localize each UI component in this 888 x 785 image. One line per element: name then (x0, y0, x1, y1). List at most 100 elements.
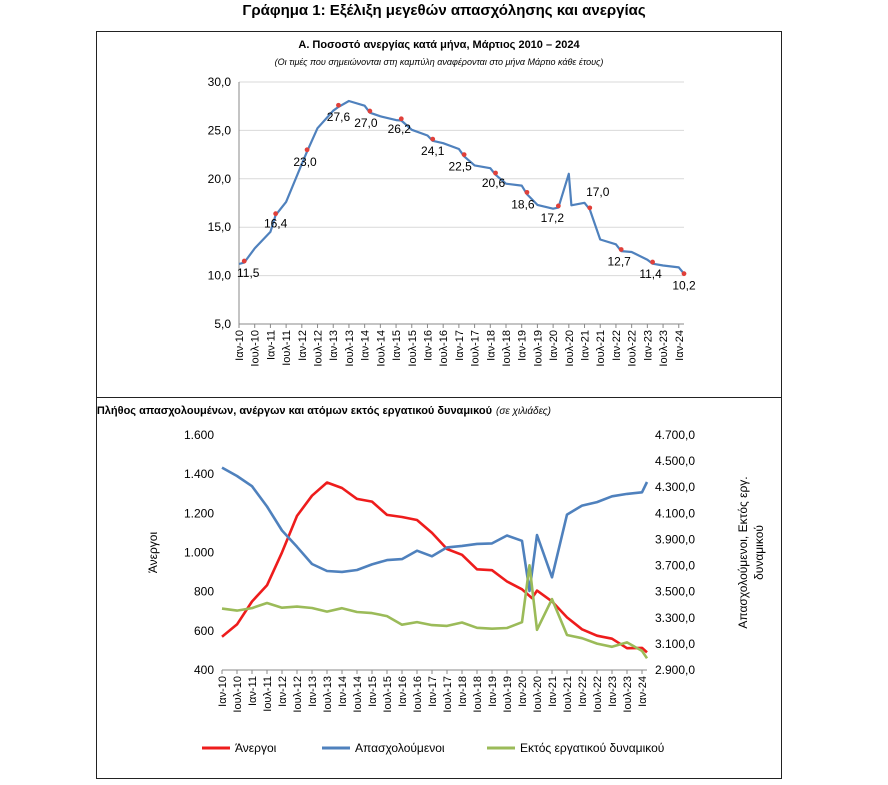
x-tick-label: Ιαν-24 (674, 330, 686, 361)
y-tick-label: 400 (194, 663, 214, 677)
x-tick-label: Ιουλ-13 (344, 330, 356, 367)
x-tick-label: Ιαν-13 (328, 330, 340, 361)
y2-tick-label: 4.700,0 (655, 428, 695, 442)
unemployment-rate-line (238, 99, 685, 275)
figure-title: Γράφημα 1: Εξέλιξη μεγεθών απασχόλησης κ… (242, 2, 646, 19)
data-label: 27,6 (327, 110, 351, 124)
x-tick-label: Ιουλ-23 (622, 676, 634, 713)
march-marker (493, 170, 498, 176)
legend-item: Απασχολούμενοι (322, 741, 445, 755)
employed-line (221, 466, 649, 593)
x-tick-label: Ιουλ-23 (658, 330, 670, 367)
chart-b-title-note: (σε χιλιάδες) (496, 405, 551, 417)
data-label: 16,4 (264, 217, 288, 231)
y2-tick-label: 4.500,0 (655, 454, 695, 468)
legend-label: Απασχολούμενοι (355, 741, 445, 755)
y2-tick-label: 4.100,0 (655, 506, 695, 520)
labour-counts-chart: Β. Πλήθος απασχολουμένων, ανέργων και ατ… (83, 405, 766, 755)
x-tick-label: Ιαν-14 (337, 676, 349, 707)
data-label: 10,2 (672, 279, 696, 293)
x-tick-label: Ιουλ-19 (532, 330, 544, 367)
chart-a-title: Α. Ποσοστό ανεργίας κατά μήνα, Μάρτιος 2… (298, 39, 580, 51)
legend-label: Άνεργοι (235, 741, 277, 755)
y-tick-label: 10,0 (208, 269, 232, 283)
x-tick-label: Ιουλ-12 (313, 330, 325, 367)
x-tick-label: Ιαν-16 (397, 676, 409, 707)
x-tick-label: Ιαν-23 (642, 330, 654, 361)
x-tick-label: Ιουλ-13 (322, 676, 334, 713)
data-label: 20,6 (482, 176, 506, 190)
y-tick-label: 20,0 (208, 172, 232, 186)
march-marker (461, 152, 467, 157)
march-marker (587, 205, 593, 211)
x-tick-label: Ιαν-21 (580, 330, 592, 361)
x-tick-label: Ιουλ-21 (562, 676, 574, 713)
y2-axis-title-line2: δυναμικού (752, 525, 766, 580)
x-tick-label: Ιουλ-20 (564, 330, 576, 367)
x-tick-label: Ιουλ-22 (627, 330, 639, 367)
x-tick-label: Ιουλ-15 (407, 330, 419, 367)
panel-labour-counts: Β. Πλήθος απασχολουμένων, ανέργων και ατ… (83, 397, 782, 779)
march-marker (367, 108, 373, 114)
y-tick-label: 1.600 (184, 428, 214, 442)
data-label: 11,4 (639, 267, 662, 281)
y2-tick-label: 3.100,0 (655, 637, 695, 651)
y-tick-label: 30,0 (208, 75, 232, 89)
data-label: 12,7 (607, 254, 631, 268)
march-marker (681, 271, 687, 277)
x-tick-label: Ιουλ-10 (250, 330, 262, 367)
x-tick-label: Ιαν-19 (487, 676, 499, 707)
march-marker (555, 203, 561, 209)
y-tick-label: 800 (194, 585, 214, 599)
x-tick-label: Ιαν-17 (427, 676, 439, 707)
march-marker (650, 259, 655, 265)
unemployed-line (221, 481, 648, 654)
march-marker (398, 116, 404, 122)
x-tick-label: Ιουλ-16 (412, 676, 424, 713)
x-tick-label: Ιουλ-11 (281, 330, 293, 366)
march-marker (430, 136, 436, 142)
x-tick-label: Ιουλ-21 (595, 330, 607, 367)
x-tick-label: Ιαν-12 (297, 330, 309, 361)
x-tick-label: Ιαν-10 (234, 330, 246, 361)
x-tick-label: Ιουλ-14 (375, 330, 387, 367)
data-label: 24,1 (421, 144, 445, 158)
data-label: 22,5 (448, 160, 472, 174)
y-tick-label: 600 (194, 624, 214, 638)
data-label: 17,0 (586, 185, 610, 199)
data-label: 17,2 (541, 211, 565, 225)
x-tick-label: Ιαν-15 (391, 330, 403, 361)
data-label: 11,5 (237, 266, 260, 280)
chart-a-subtitle: (Οι τιμές που σημειώνονται στη καμπύλη α… (275, 57, 604, 67)
x-tick-label: Ιαν-16 (422, 330, 434, 361)
x-tick-label: Ιουλ-19 (502, 676, 514, 713)
y2-tick-label: 4.300,0 (655, 480, 695, 494)
x-tick-label: Ιουλ-22 (592, 676, 604, 713)
y2-tick-label: 2.900,0 (655, 663, 695, 677)
y2-tick-label: 3.500,0 (655, 585, 695, 599)
march-marker (273, 211, 279, 217)
x-tick-label: Ιαν-14 (360, 330, 372, 361)
x-tick-label: Ιαν-20 (517, 676, 529, 707)
x-tick-label: Ιαν-20 (548, 330, 560, 361)
x-tick-label: Ιουλ-16 (438, 330, 450, 367)
x-tick-label: Ιαν-15 (367, 676, 379, 707)
data-label: 27,0 (354, 116, 378, 130)
y-tick-label: 25,0 (208, 123, 232, 137)
x-tick-label: Ιαν-21 (547, 676, 559, 707)
x-tick-label: Ιαν-22 (611, 330, 623, 361)
x-tick-label: Ιουλ-12 (292, 676, 304, 713)
x-tick-label: Ιουλ-18 (472, 676, 484, 713)
y-tick-label: 1.400 (184, 467, 214, 481)
march-marker (618, 247, 624, 252)
x-tick-label: Ιαν-13 (307, 676, 319, 707)
y-axis-title: Άνεργοι (146, 532, 160, 574)
legend-item: Εκτός εργατικού δυναμικού (487, 741, 664, 755)
chart-b-title: Β. Πλήθος απασχολουμένων, ανέργων και ατ… (97, 405, 492, 417)
x-tick-label: Ιουλ-15 (382, 676, 394, 713)
x-tick-label: Ιαν-22 (577, 676, 589, 707)
y2-axis-title: Απασχολούμενοι, Εκτός εργ. (736, 476, 750, 628)
x-tick-label: Ιουλ-11 (262, 676, 274, 712)
x-tick-label: Ιαν-11 (265, 330, 277, 360)
